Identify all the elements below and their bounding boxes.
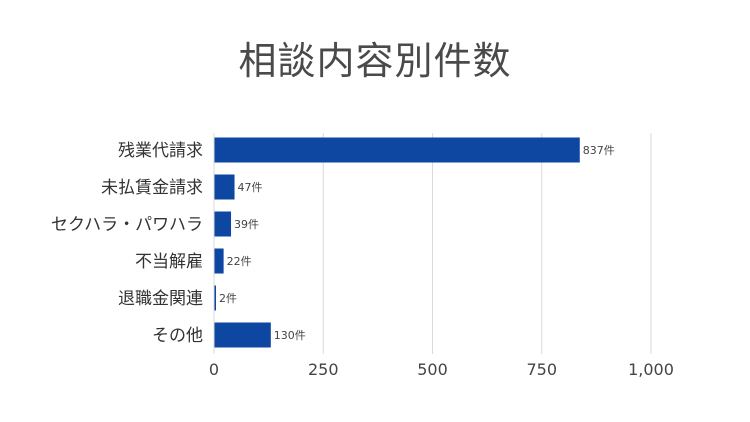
data-label: 2件	[219, 292, 237, 305]
data-label: 837件	[583, 144, 615, 157]
bar	[214, 211, 232, 237]
bar	[214, 248, 224, 274]
data-label: 39件	[234, 218, 259, 231]
x-tick-label: 250	[308, 360, 339, 379]
category-label: 退職金関連	[118, 289, 203, 309]
category-label: その他	[152, 326, 203, 346]
x-tick-label: 500	[417, 360, 448, 379]
bar	[214, 174, 235, 200]
category-label: 未払賃金請求	[101, 178, 203, 198]
bar	[214, 322, 271, 348]
data-label: 130件	[274, 329, 306, 342]
data-label: 22件	[227, 255, 252, 268]
data-label: 47件	[238, 181, 263, 194]
x-tick-label: 0	[209, 360, 219, 379]
bar	[214, 137, 580, 163]
category-label: 不当解雇	[135, 252, 203, 272]
category-label: セクハラ・パワハラ	[51, 215, 203, 235]
x-tick-label: 750	[526, 360, 557, 379]
bar	[214, 285, 216, 311]
x-tick-label: 1,000	[628, 360, 674, 379]
category-label: 残業代請求	[118, 141, 203, 161]
chart-title: 相談内容別件数	[238, 39, 512, 83]
